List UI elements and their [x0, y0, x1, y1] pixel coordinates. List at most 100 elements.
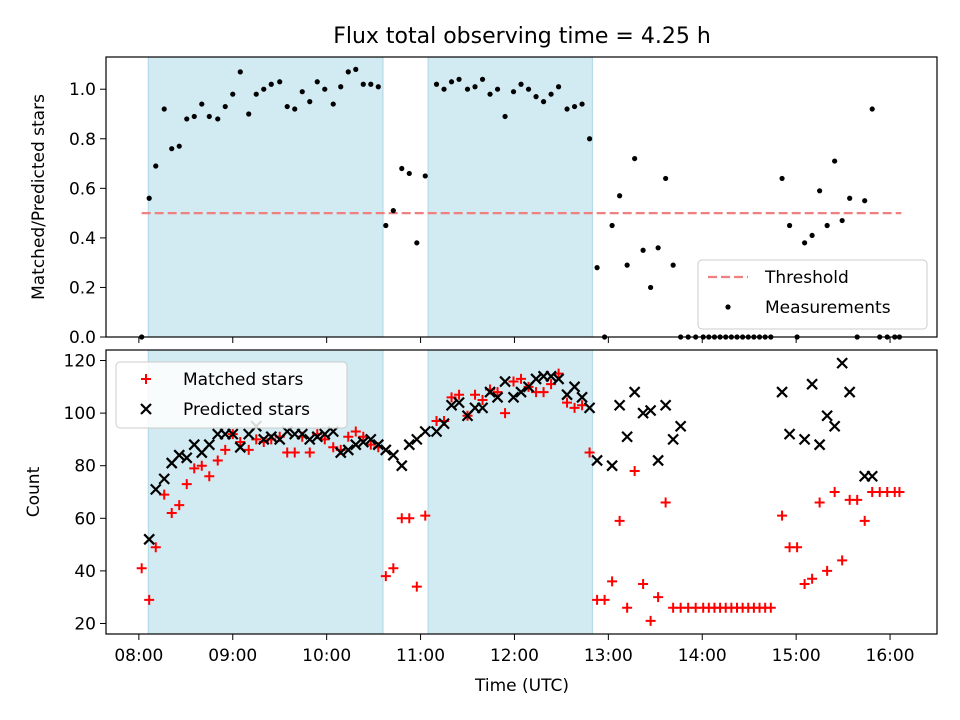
matched-star-point: [304, 447, 315, 458]
top-y-tick-label: 0.6: [69, 179, 96, 199]
measurement-point: [494, 86, 501, 92]
predicted-star-point: [545, 370, 557, 383]
measurement-point: [555, 84, 562, 90]
measurement-point: [847, 195, 853, 201]
measurement-point: [632, 155, 638, 162]
matched-star-point: [350, 426, 361, 437]
measurement-point: [322, 86, 328, 92]
top-legend: [697, 259, 928, 330]
predicted-star-point: [380, 444, 392, 456]
predicted-star-point: [659, 399, 672, 411]
matched-star-point: [859, 515, 870, 526]
measurement-point: [839, 217, 845, 224]
measurement-point: [215, 116, 221, 122]
predicted-star-point: [149, 483, 162, 496]
measurement-point: [406, 170, 412, 177]
measurement-point: [472, 84, 478, 90]
matched-star-point: [660, 497, 671, 508]
chart-title: Flux total observing time = 4.25 h: [333, 24, 711, 49]
matched-star-point: [645, 615, 656, 626]
legend-predicted-swatch: [140, 403, 152, 415]
measurement-point: [206, 113, 212, 120]
measurement-point: [383, 222, 389, 229]
measurement-point: [832, 158, 838, 164]
measurement-point: [184, 116, 190, 122]
predicted-stars-series: [143, 357, 878, 546]
measurement-point: [375, 84, 381, 90]
measurement-point: [786, 222, 793, 229]
measurement-point: [153, 163, 159, 169]
matched-star-point: [829, 487, 840, 497]
predicted-star-point: [568, 381, 581, 393]
measurement-point: [390, 208, 396, 214]
predicted-star-point: [530, 373, 542, 385]
predicted-star-point: [403, 438, 416, 451]
measurement-point: [314, 79, 320, 85]
matched-star-point: [516, 373, 527, 384]
matched-star-point: [807, 573, 818, 584]
matched-star-point: [420, 510, 431, 521]
measurement-point: [441, 86, 447, 92]
measurement-point: [368, 81, 374, 87]
top-observing-window-1: [427, 56, 593, 338]
measurement-point: [802, 240, 808, 246]
measurement-point: [869, 106, 875, 112]
predicted-star-point: [265, 431, 278, 443]
matched-star-point: [174, 500, 185, 511]
matched-star-point: [380, 571, 391, 582]
predicted-star-point: [821, 409, 833, 422]
measurement-point: [479, 76, 486, 82]
predicted-star-point: [203, 438, 216, 451]
predicted-star-point: [644, 404, 657, 417]
predicted-star-point: [372, 438, 385, 451]
predicted-star-point: [491, 391, 504, 404]
matched-star-point: [243, 444, 254, 455]
predicted-star-point: [257, 433, 270, 446]
top-axes-frame: [105, 56, 938, 338]
measurement-point: [510, 89, 517, 95]
x-tick-label: 12:00: [490, 646, 539, 666]
matched-star-point: [599, 594, 610, 605]
measurement-point: [433, 81, 440, 87]
bottom-y-tick-label: 60: [74, 509, 96, 529]
matched-star-point: [189, 463, 200, 474]
matched-star-point: [799, 579, 810, 590]
predicted-star-point: [552, 373, 565, 385]
bottom-y-tick-label: 20: [74, 614, 96, 634]
x-tick-label: 11:00: [396, 646, 445, 666]
predicted-star-point: [143, 533, 155, 546]
predicted-star-point: [776, 386, 788, 398]
legend-predicted-label: Predicted stars: [183, 400, 310, 420]
measurement-point: [502, 113, 508, 120]
matched-star-point: [569, 402, 580, 413]
matched-star-point: [454, 389, 465, 400]
matched-star-point: [492, 387, 503, 398]
measurement-point: [422, 173, 428, 179]
bottom-y-tick-label: 80: [74, 457, 96, 477]
top-y-axis-label: Matched/Predicted stars: [29, 94, 49, 300]
measurement-point: [648, 284, 654, 291]
measurement-point: [464, 86, 471, 92]
measurement-point: [640, 247, 646, 253]
predicted-star-point: [296, 428, 309, 440]
measurement-point: [230, 91, 236, 97]
predicted-star-point: [866, 470, 878, 482]
measurement-point: [261, 86, 267, 92]
measurement-point: [594, 265, 600, 271]
predicted-star-point: [445, 399, 458, 411]
x-tick-label: 14:00: [678, 646, 727, 666]
matched-star-point: [196, 460, 207, 471]
predicted-star-point: [484, 386, 496, 398]
predicted-star-point: [342, 444, 355, 456]
matched-star-point: [500, 408, 511, 419]
top-y-tick-label: 0.8: [69, 130, 96, 150]
matched-star-point: [837, 555, 848, 566]
measurement-point: [571, 103, 578, 110]
predicted-star-point: [303, 433, 316, 446]
x-axis-label: Time (UTC): [474, 676, 569, 696]
predicted-star-point: [319, 428, 331, 440]
matched-stars-series: [136, 368, 905, 626]
measurement-point: [809, 232, 815, 239]
measurements-series: [139, 66, 903, 340]
matched-star-point: [181, 479, 192, 490]
